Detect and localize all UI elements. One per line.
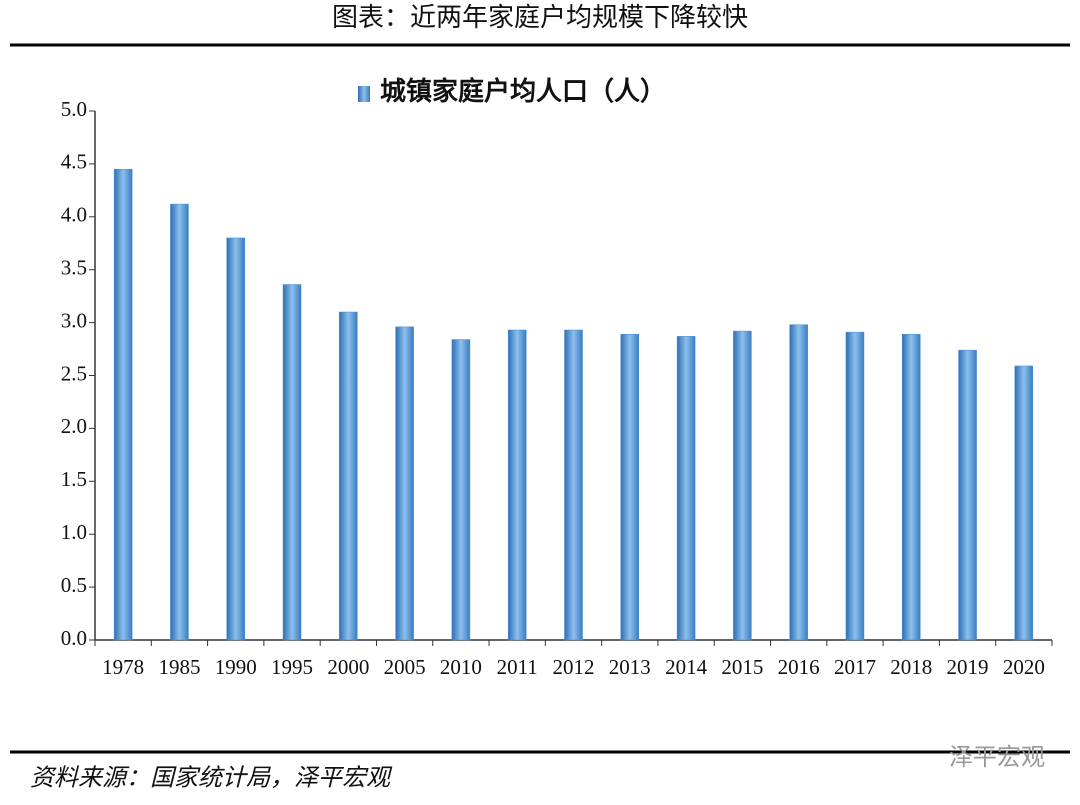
x-tick-label: 2019 [947, 655, 989, 679]
bar [113, 168, 133, 641]
source-note: 资料来源：国家统计局，泽平宏观 [30, 765, 393, 792]
bar [282, 284, 302, 641]
x-tick-label: 2010 [440, 655, 482, 679]
y-tick-label: 2.0 [61, 414, 87, 438]
legend-label: 城镇家庭户均人口（人） [380, 76, 666, 106]
bar [226, 237, 245, 641]
bar [339, 311, 358, 641]
x-tick-label: 2000 [327, 655, 369, 679]
bar [676, 336, 696, 641]
x-tick-label: 2011 [497, 655, 538, 679]
y-tick-label: 1.0 [61, 520, 87, 544]
x-tick-label: 2015 [721, 655, 763, 679]
legend-swatch [358, 86, 370, 102]
x-tick-label: 1985 [158, 655, 200, 679]
bar [395, 326, 414, 641]
y-tick-label: 4.0 [61, 203, 87, 227]
x-tick-label: 1978 [102, 655, 144, 679]
x-tick-label: 2012 [553, 655, 595, 679]
bar [507, 329, 527, 641]
y-tick-label: 1.5 [61, 467, 87, 491]
bar [789, 324, 808, 641]
y-tick-label: 3.0 [61, 308, 87, 332]
bar [451, 339, 471, 641]
bar [620, 333, 640, 641]
watermark: 泽平宏观 [949, 743, 1045, 771]
y-tick-label: 2.5 [61, 361, 87, 385]
y-tick-label: 3.5 [61, 256, 87, 280]
x-tick-label: 2014 [665, 655, 708, 679]
x-tick-label: 2005 [384, 655, 426, 679]
bar [845, 331, 865, 641]
x-tick-label: 2016 [778, 655, 820, 679]
x-tick-label: 2018 [890, 655, 932, 679]
chart-title: 图表：近两年家庭户均规模下降较快 [332, 3, 748, 32]
x-tick-label: 1995 [271, 655, 313, 679]
y-tick-label: 0.5 [61, 573, 87, 597]
y-tick-label: 4.5 [61, 150, 87, 174]
x-tick-label: 2020 [1003, 655, 1045, 679]
x-tick-label: 2013 [609, 655, 651, 679]
bar [902, 333, 921, 641]
x-tick-label: 2017 [834, 655, 876, 679]
bar [170, 203, 189, 641]
bar [958, 349, 977, 641]
bar [733, 330, 752, 641]
y-tick-label: 0.0 [61, 626, 87, 650]
y-tick-label: 5.0 [61, 97, 87, 121]
bar [1014, 365, 1034, 641]
bar [564, 329, 583, 641]
x-tick-label: 1990 [215, 655, 257, 679]
